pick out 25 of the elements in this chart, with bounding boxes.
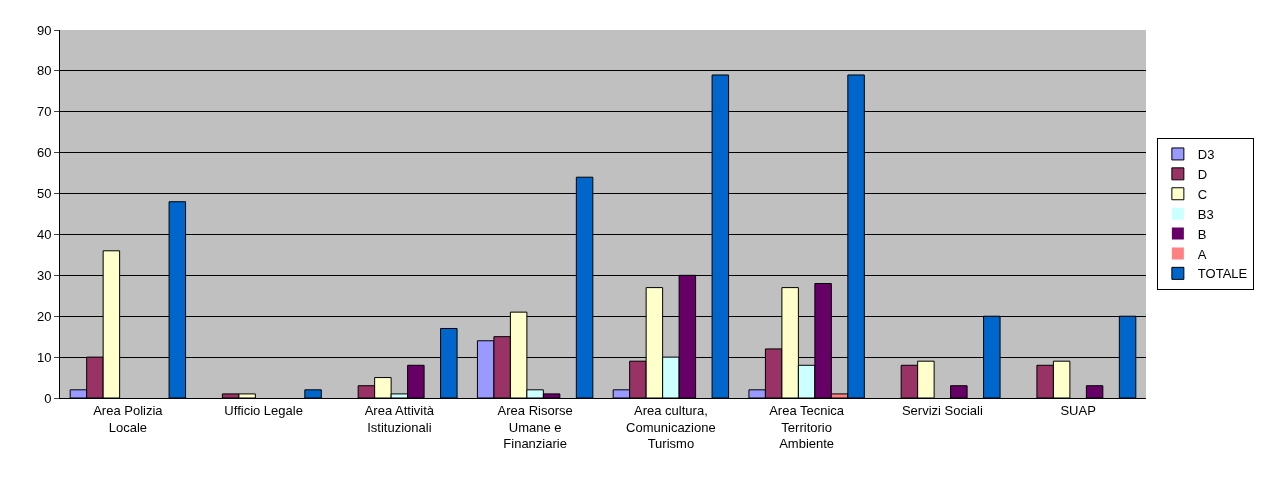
y-tick-label: 60 [36,145,52,161]
x-tick-label: Servizi Sociali [901,402,983,418]
y-tick-label: 70 [36,104,52,120]
y-tick-label: 40 [36,226,52,242]
x-tick-label: Area Risorse Umane e Finanziarie [497,402,573,452]
legend-label: B3 [1197,206,1214,222]
y-tick-label: 0 [44,390,52,406]
y-tick-label: 90 [36,22,52,38]
x-tick-label: Area Tecnica Territorio Ambiente [769,402,845,452]
legend-label: B [1197,226,1207,242]
x-tick-label: Area Polizia Locale [93,402,164,435]
legend-label: C [1197,186,1208,202]
y-tick-label: 30 [36,267,52,283]
legend-label: TOTALE [1197,266,1248,282]
y-tick-label: 80 [36,63,52,79]
x-tick-label: SUAP [1060,402,1096,418]
x-tick-label: Ufficio Legale [224,402,303,418]
x-tick-label: Area cultura, Comunicazione Turismo [626,402,716,452]
x-tick-label: Area Attività Istituzionali [364,402,435,435]
legend-label: D [1197,166,1208,182]
y-tick-label: 10 [36,349,52,365]
y-tick-label: 20 [36,308,52,324]
y-tick-label: 50 [36,186,52,202]
legend-label: A [1197,246,1207,262]
legend-label: D3 [1197,147,1215,163]
